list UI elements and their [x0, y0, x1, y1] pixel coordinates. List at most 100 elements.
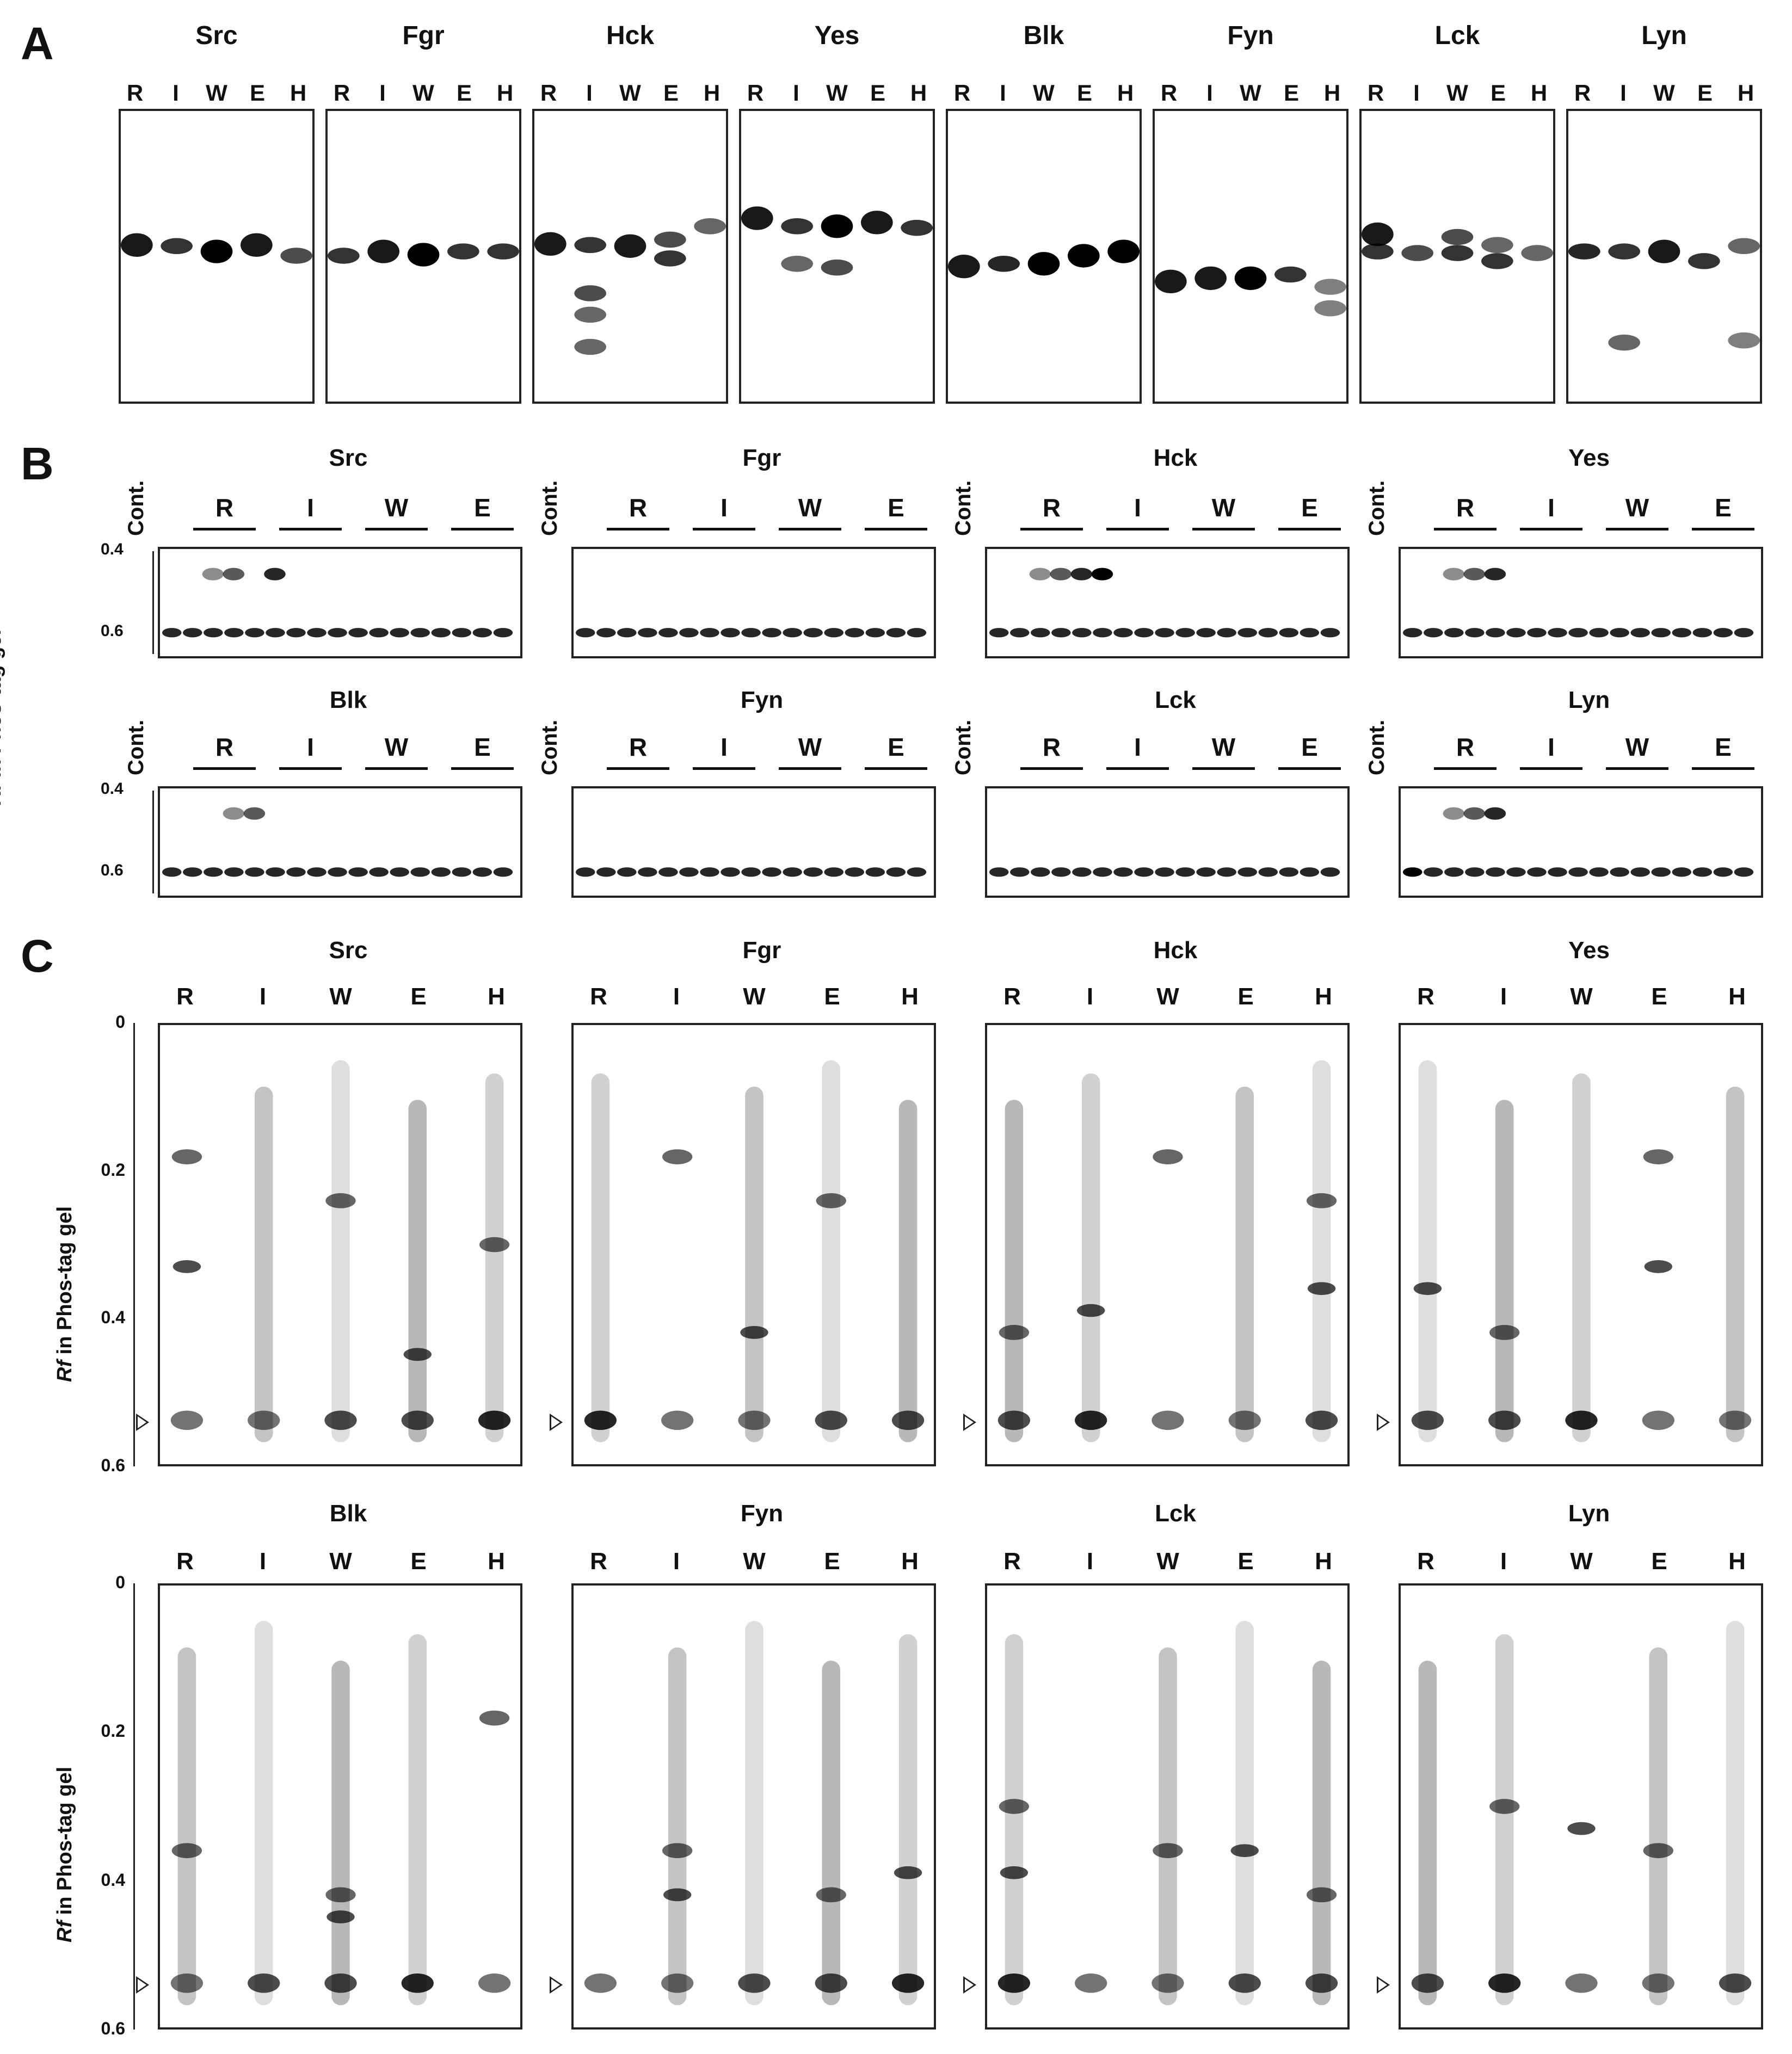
panel-b-group-underline	[1692, 528, 1754, 531]
blot-band	[367, 239, 399, 263]
lane-smear	[745, 1086, 763, 1442]
blot-band	[1320, 867, 1340, 877]
lane-smear	[1572, 1073, 1591, 1442]
blot-band	[783, 867, 802, 877]
blot-band	[1568, 867, 1588, 877]
panel-a-lane-label: H	[703, 80, 721, 106]
panel-c-top-y-title: Rf in Phos-tag gel	[53, 1206, 76, 1382]
panel-a-kinase-title: Yes	[814, 21, 860, 50]
blot-band	[1411, 1973, 1444, 1993]
blot-band	[1608, 243, 1640, 260]
panel-b-group-underline	[193, 528, 256, 531]
panel-a-lane-label: H	[1737, 80, 1754, 106]
blot-band	[762, 867, 781, 877]
panel-a-lane-label: W	[1033, 80, 1055, 106]
blot-band	[1651, 867, 1671, 877]
blot-band	[245, 867, 264, 877]
lane-smear	[1005, 1100, 1024, 1442]
panel-a-lane-label: W	[826, 80, 848, 106]
panel-c-tick-label: 0.2	[101, 1159, 125, 1180]
lane-smear	[1235, 1620, 1254, 2006]
blot-band	[447, 243, 479, 260]
blot-band	[1411, 1410, 1444, 1430]
panel-b-tick-label: 0.6	[101, 622, 124, 640]
blot-band	[248, 1973, 280, 1993]
marker-arrowhead-icon	[963, 1413, 976, 1431]
blot-band	[658, 628, 678, 638]
marker-arrowhead-icon	[550, 1976, 563, 1994]
panel-c-lane-label: R	[590, 983, 607, 1010]
blot-band	[741, 628, 761, 638]
panel-c-lane-label: H	[488, 983, 505, 1010]
panel-b-group-underline	[607, 767, 669, 770]
panel-c-blot-fgr	[571, 1023, 936, 1466]
panel-b-group-label: R	[215, 494, 234, 522]
blot-band	[1527, 867, 1547, 877]
panel-b-kinase-title: Hck	[1153, 445, 1198, 471]
blot-band	[1643, 1149, 1673, 1164]
blot-band	[1031, 628, 1050, 638]
lane-smear	[898, 1100, 917, 1442]
panel-b-group-underline	[1192, 528, 1255, 531]
panel-b-group-label: W	[1211, 733, 1236, 761]
blot-band	[1320, 628, 1340, 638]
panel-b-kinase-title: Lyn	[1568, 687, 1610, 713]
blot-band	[401, 1973, 434, 1993]
blot-band	[1486, 628, 1505, 638]
panel-b-group-label: R	[1456, 494, 1475, 522]
blot-band	[1734, 867, 1754, 877]
marker-arrowhead-icon	[1377, 1413, 1390, 1431]
blot-band	[694, 218, 726, 235]
blot-band	[224, 867, 244, 877]
blot-band	[821, 259, 853, 276]
panel-c-kinase-title: Blk	[329, 1500, 367, 1527]
blot-band	[1300, 867, 1320, 877]
blot-band	[390, 628, 409, 638]
panel-c-kinase-title: Lck	[1155, 1500, 1196, 1527]
marker-arrowhead-icon	[136, 1976, 149, 1994]
blot-band	[1072, 867, 1092, 877]
blot-band	[741, 867, 761, 877]
blot-band	[266, 867, 285, 877]
panel-c-tick-label: 0.4	[101, 1307, 125, 1328]
blot-band	[1506, 628, 1526, 638]
blot-band	[1051, 628, 1071, 638]
blot-band	[1608, 334, 1640, 351]
blot-band	[1279, 628, 1299, 638]
blot-band	[1484, 568, 1506, 581]
blot-band	[1481, 253, 1513, 269]
blot-band	[1443, 568, 1465, 581]
blot-band	[1692, 628, 1713, 638]
blot-band	[886, 867, 906, 877]
blot-band	[1153, 1843, 1183, 1859]
panel-c-tick-label: 0.6	[101, 1455, 125, 1475]
blot-band	[1258, 867, 1278, 877]
panel-c-lane-label: R	[1003, 1548, 1021, 1575]
blot-band	[1713, 867, 1733, 877]
blot-band	[816, 1193, 846, 1208]
blot-band	[803, 628, 823, 638]
panel-a-lane-label: W	[206, 80, 227, 106]
blot-band	[1728, 238, 1760, 255]
panel-b-kinase-title: Lck	[1155, 687, 1196, 713]
panel-b-group-underline	[1434, 528, 1497, 531]
blot-band	[1672, 867, 1692, 877]
blot-band	[886, 628, 906, 638]
blot-band	[1155, 628, 1174, 638]
blot-band	[1630, 628, 1650, 638]
panel-b-y-title: Rf in Phos-tag gel	[0, 629, 5, 805]
blot-band	[1009, 628, 1030, 638]
panel-a-kinase-title: Fgr	[402, 21, 445, 50]
blot-band	[121, 233, 153, 257]
blot-band	[1234, 266, 1267, 291]
panel-a-lane-label: I	[586, 80, 593, 106]
blot-band	[1070, 568, 1093, 581]
lane-smear	[745, 1620, 763, 2006]
panel-a-kinase-title: Src	[195, 21, 238, 50]
blot-band	[200, 239, 233, 263]
panel-a-lane-label: R	[747, 80, 764, 106]
blot-band	[679, 867, 699, 877]
blot-band	[1314, 279, 1346, 295]
panel-c-kinase-title: Src	[329, 937, 368, 964]
blot-band	[1610, 867, 1629, 877]
